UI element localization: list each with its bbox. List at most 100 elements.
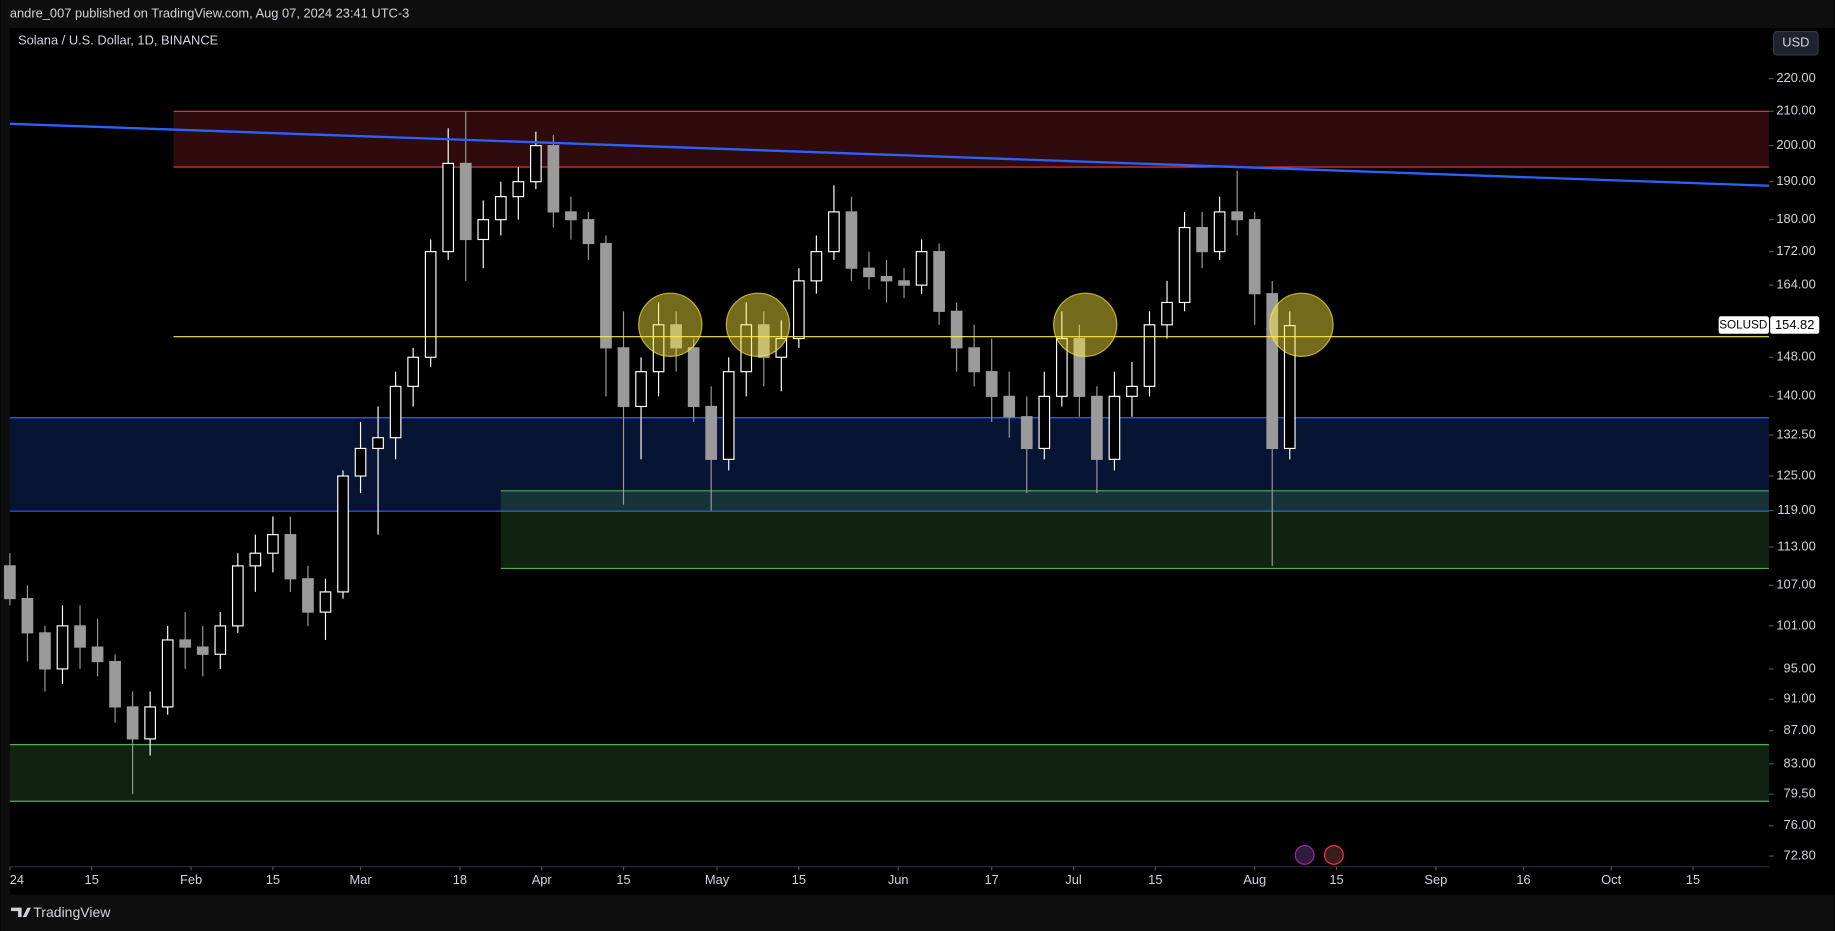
y-tick-label: 180.00 [1776,211,1815,226]
candle-body [1231,211,1244,221]
highlight-circle [638,292,703,357]
x-tick-label: 17 [985,872,999,887]
candle-body [1161,301,1173,326]
candle-body [1143,324,1156,387]
candle-body [39,632,51,670]
candle-body [1248,219,1261,295]
candle-body [1055,337,1068,397]
zone [500,490,1769,569]
candle-body [354,447,367,477]
candle-body [407,356,419,387]
candle-body [775,337,788,358]
candle-body [179,639,192,648]
candle-body [617,347,630,408]
candle-body [600,242,612,349]
currency-label[interactable]: USD [1782,35,1809,50]
y-tick-label: 95.00 [1784,660,1816,675]
zone [9,417,1769,512]
candle-body [1091,395,1103,460]
x-tick-label: Apr [532,872,553,887]
y-tick-label: 79.50 [1784,786,1816,801]
trend-line [9,122,1770,187]
candle-body [389,385,402,439]
symbol-label: SOLUSD [1719,319,1767,332]
x-tick-label: 15 [85,872,99,887]
flag-icon[interactable] [1323,845,1344,865]
candle-body [1020,416,1033,450]
y-tick-label: 164.00 [1776,277,1815,292]
candle-body [1108,395,1121,460]
y-tick-label: 220.00 [1776,70,1815,85]
candle-body [1283,325,1296,450]
candle-body [1213,211,1226,253]
x-tick-label: 24 [10,872,24,887]
publisher: andre_007 published on TradingView.com, … [10,5,409,20]
candle-body [4,565,16,600]
y-tick-label: 107.00 [1776,577,1815,592]
x-tick-label: 15 [792,872,806,887]
footer-logo: TradingView [33,904,111,920]
candle-body [652,324,665,373]
candle-body [302,578,314,613]
x-tick-label: 15 [266,872,280,887]
y-tick-label: 172.00 [1776,243,1815,258]
candle-body [968,347,981,373]
y-tick-label: 87.00 [1784,722,1816,737]
candle-body [494,196,507,221]
y-tick-label: 76.00 [1784,817,1816,832]
x-tick-label: Aug [1243,872,1266,887]
y-tick-label: 113.00 [1777,538,1815,553]
candle-body [74,625,86,648]
candle-body [547,145,560,213]
candle-body [722,371,735,460]
price-tag [1770,316,1820,334]
candle-body [284,534,297,580]
candle-body [828,211,840,253]
footer [0,894,1835,931]
x-tick-label: Jul [1065,872,1081,887]
candle-body [687,347,700,408]
candle-body [635,371,647,408]
candle-body [337,475,349,593]
candle-body [214,625,227,655]
candle-body [740,324,753,373]
candle-body [372,437,384,450]
candle-body [161,639,174,708]
candle-body [319,591,332,613]
candle-body [950,310,963,349]
plot-area [9,28,1769,895]
event-icon[interactable] [1294,845,1315,865]
candle-body [880,276,893,282]
currency-button[interactable] [1773,30,1819,56]
x-tick-label: 15 [616,872,630,887]
candle-body [1196,226,1208,253]
candle-body [898,280,910,286]
candle-body [231,565,244,627]
x-tick-label: Oct [1601,872,1621,887]
symbol-tag [1718,316,1769,334]
x-tick-label: May [705,872,730,887]
x-tick-label: Jun [888,872,909,887]
candle-body [915,251,928,286]
candle-body [985,371,998,397]
candle-body [757,324,770,358]
candle-body [863,267,875,278]
y-tick-label: 125.00 [1776,467,1815,482]
y-tick-label: 132.50 [1776,426,1815,441]
x-tick-label: 15 [1148,872,1162,887]
candle-body [1038,395,1051,450]
candle-body [705,405,718,460]
candle-body [477,219,490,241]
candle-body [459,162,472,241]
candle-body [565,211,577,221]
candle-body [1178,226,1191,304]
y-tick-label: 200.00 [1776,137,1815,152]
candle-body [933,251,945,312]
highlight-circle [1269,292,1334,357]
candle-body [1003,395,1016,418]
candle-body [792,280,805,340]
highlight-circle [725,292,791,357]
candle-body [845,211,858,269]
